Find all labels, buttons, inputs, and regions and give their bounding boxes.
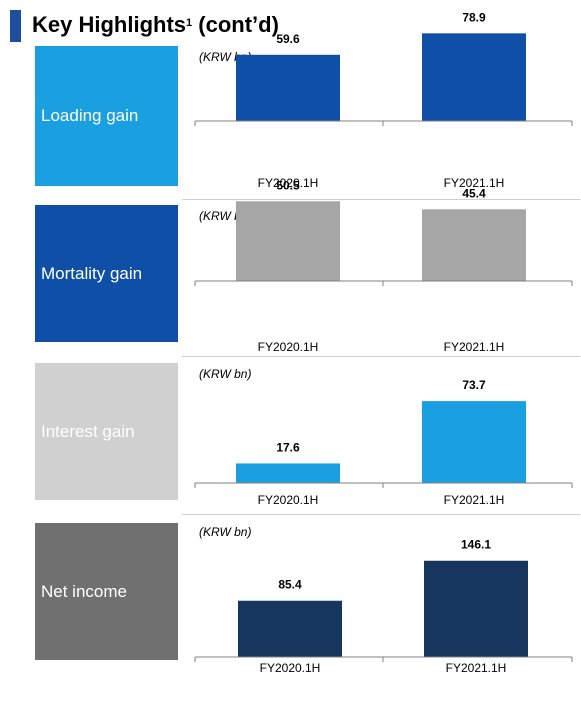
loading-gain-bar-1 — [422, 33, 526, 122]
title-accent-bar — [10, 10, 21, 42]
net-income-label-box: Net income — [35, 523, 178, 660]
interest-gain-value-label-1: 73.7 — [462, 378, 486, 392]
separator-1 — [182, 199, 580, 200]
title-suffix: (cont’d) — [192, 12, 279, 37]
interest-gain-unit: (KRW bn) — [199, 367, 252, 381]
mortality-gain-bar-0 — [236, 201, 340, 281]
mortality-gain-bar-1 — [422, 209, 526, 281]
mortality-gain-label: Mortality gain — [41, 263, 143, 283]
net-income-value-label-1: 146.1 — [461, 538, 491, 552]
interest-gain-label: Interest gain — [41, 421, 135, 441]
net-income-bar-0 — [238, 600, 342, 657]
mortality-gain-value-label-0: 50.5 — [276, 178, 300, 192]
net-income-chart: 85.4 FY2020.1H 146.1 FY2021.1H — [194, 538, 573, 675]
interest-gain-bar-1 — [422, 401, 526, 483]
interest-gain-label-box: Interest gain — [35, 363, 178, 500]
net-income-unit: (KRW bn) — [199, 525, 252, 539]
mortality-gain-value-label-1: 45.4 — [462, 186, 486, 200]
page-title: Key Highlights1 (cont’d) — [32, 11, 279, 39]
title-footnote-marker: 1 — [186, 17, 193, 29]
loading-gain-chart: 59.6 FY2020.1H 78.9 FY2021.1H — [194, 10, 573, 190]
separator-2 — [182, 356, 580, 357]
net-income-label: Net income — [41, 581, 127, 601]
loading-gain-category-label-0: FY2020.1H — [258, 176, 319, 190]
title-text: Key Highlights — [32, 12, 187, 37]
loading-gain-panel: Loading gain (KRW bn) 59.6 FY2020.1H 78.9 F… — [35, 10, 580, 196]
loading-gain-value-label-1: 78.9 — [462, 10, 486, 24]
interest-gain-panel: Interest gain (KRW bn) 17.6 FY2020.1H 73.7… — [35, 363, 580, 513]
mortality-gain-category-label-1: FY2021.1H — [444, 340, 505, 354]
net-income-category-label-1: FY2021.1H — [446, 661, 507, 675]
separator-3 — [182, 514, 580, 515]
loading-gain-category-label-1: FY2021.1H — [444, 176, 505, 190]
loading-gain-bar-0 — [236, 54, 340, 121]
net-income-bar-1 — [424, 560, 528, 657]
mortality-gain-panel: Mortality gain (KRW bn) 50.5 FY2020.1H 45.… — [35, 178, 580, 355]
net-income-category-label-0: FY2020.1H — [260, 661, 321, 675]
loading-gain-label-box: Loading gain — [35, 46, 178, 186]
interest-gain-category-label-0: FY2020.1H — [258, 493, 319, 507]
net-income-value-label-0: 85.4 — [278, 578, 302, 592]
interest-gain-chart: 17.6 FY2020.1H 73.7 FY2021.1H — [194, 378, 573, 507]
interest-gain-bar-0 — [236, 463, 340, 483]
mortality-gain-category-label-0: FY2020.1H — [258, 340, 319, 354]
mortality-gain-label-box: Mortality gain — [35, 205, 178, 342]
interest-gain-category-label-1: FY2021.1H — [444, 493, 505, 507]
loading-gain-label: Loading gain — [41, 106, 139, 125]
loading-gain-value-label-0: 59.6 — [276, 32, 300, 46]
interest-gain-value-label-0: 17.6 — [276, 440, 300, 454]
net-income-panel: Net income (KRW bn) 85.4 FY2020.1H 146.1 FY… — [35, 523, 580, 683]
